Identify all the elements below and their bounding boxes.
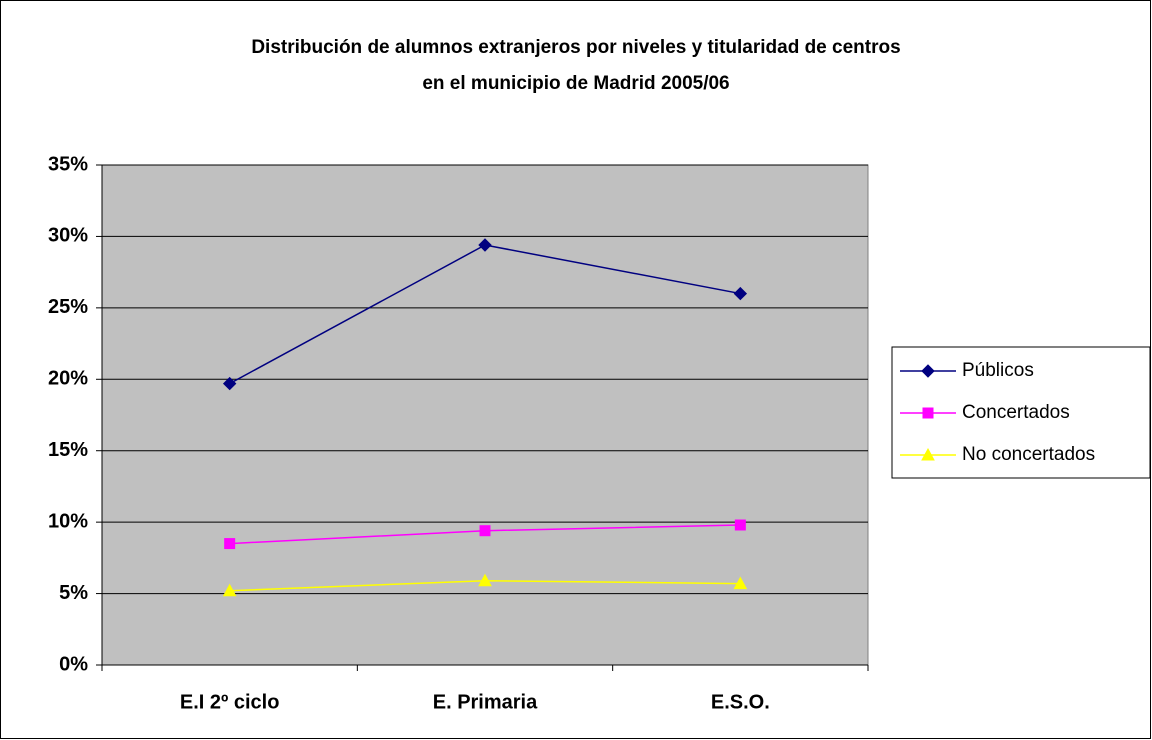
- marker: [222, 583, 237, 597]
- marker: [222, 376, 237, 391]
- y-tick-label: 0%: [59, 653, 88, 675]
- legend-label: Concertados: [962, 402, 1070, 423]
- y-tick-label: 35%: [48, 153, 88, 175]
- x-tick-label: E.I 2º ciclo: [180, 691, 280, 713]
- y-tick-label: 10%: [48, 510, 88, 532]
- chart-title: en el municipio de Madrid 2005/06: [422, 73, 729, 94]
- marker: [733, 576, 748, 590]
- marker: [922, 407, 934, 419]
- legend-label: Públicos: [962, 360, 1034, 381]
- marker: [478, 238, 492, 252]
- marker: [479, 525, 491, 537]
- marker: [921, 447, 935, 461]
- y-tick-label: 15%: [48, 439, 88, 461]
- y-tick-label: 25%: [48, 296, 88, 318]
- x-tick-label: E. Primaria: [433, 691, 538, 713]
- x-tick-label: E.S.O.: [711, 691, 770, 713]
- marker: [478, 573, 492, 587]
- chart-title: Distribución de alumnos extranjeros por …: [251, 37, 900, 58]
- legend-label: No concertados: [962, 444, 1095, 465]
- marker: [733, 286, 748, 301]
- y-tick-label: 20%: [48, 368, 88, 390]
- marker: [224, 538, 236, 550]
- marker: [734, 519, 746, 531]
- y-tick-label: 30%: [48, 225, 88, 247]
- y-tick-label: 5%: [59, 582, 88, 604]
- marker: [921, 364, 935, 378]
